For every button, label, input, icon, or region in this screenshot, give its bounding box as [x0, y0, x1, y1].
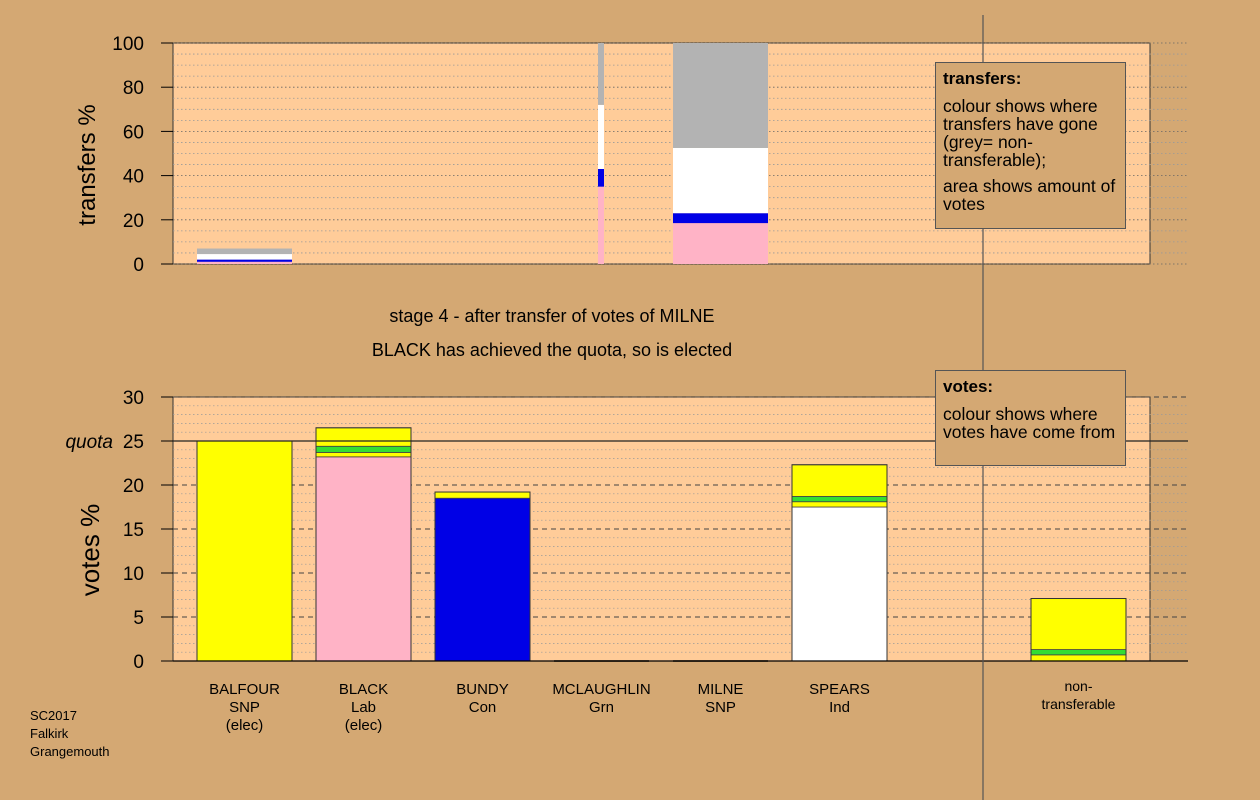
candidate-party: SNP: [229, 699, 260, 716]
transfers-legend-text: colour shows where transfers have gone (…: [943, 96, 1098, 170]
candidate-name: BALFOUR: [209, 681, 280, 698]
vote-bar-balfour: [196, 440, 293, 662]
elected-caption: BLACK has achieved the quota, so is elec…: [371, 340, 733, 360]
footer-ward: Grangemouth: [30, 744, 110, 759]
candidate-labels: BALFOURSNP(elec)BLACKLab(elec)BUNDYConMC…: [209, 678, 1116, 734]
candidate-name: non-: [1064, 678, 1092, 694]
candidate-party: SNP: [705, 699, 736, 716]
candidate-name: BLACK: [339, 681, 388, 698]
vote-bar-black: [315, 456, 412, 662]
transfer-bar-milne: [673, 213, 768, 224]
vote-bar-nontransferable: [1030, 654, 1127, 662]
transfers-legend: transfers: colour shows where transfers …: [935, 62, 1126, 229]
candidate-name: BUNDY: [456, 681, 509, 698]
top-y-tick-label: 20: [123, 211, 144, 232]
footer-election: SC2017: [30, 708, 77, 723]
top-y-tick-label: 100: [112, 34, 144, 55]
stage-caption: stage 4 - after transfer of votes of MIL…: [389, 306, 715, 326]
top-y-axis-label: transfers %: [74, 104, 101, 225]
votes-legend-text: colour shows where votes have come from: [943, 404, 1116, 442]
top-chart-axis: 0 20 40 60 80 100: [112, 34, 173, 276]
votes-legend: votes: colour shows where votes have com…: [935, 370, 1126, 466]
top-y-tick-label: 40: [123, 167, 144, 188]
footer: SC2017 Falkirk Grangemouth: [30, 707, 110, 761]
bottom-chart-bars: [196, 427, 1127, 662]
transfer-bar-mclaughlin: [598, 168, 604, 187]
vote-bar-black: [315, 445, 412, 453]
vote-bar-nontransferable: [1030, 598, 1127, 650]
transfer-bar-mclaughlin: [598, 43, 604, 105]
candidate-status: (elec): [345, 717, 383, 734]
top-y-tick-label: 80: [123, 78, 144, 99]
bottom-y-tick-label: 25: [123, 432, 144, 453]
vote-bar-spears: [791, 506, 888, 662]
vote-bar-bundy: [434, 497, 531, 662]
transfer-bar-milne: [673, 147, 768, 214]
candidate-party: Grn: [589, 699, 614, 716]
bottom-y-tick-label: 20: [123, 476, 144, 497]
candidate-party: Ind: [829, 699, 850, 716]
transfer-bar-balfour: [197, 259, 292, 262]
vote-bar-spears: [791, 464, 888, 497]
bottom-y-tick-label: 5: [133, 608, 144, 629]
candidate-name: MCLAUGHLIN: [552, 681, 650, 698]
bottom-y-tick-label: 30: [123, 388, 144, 409]
transfer-bar-balfour: [197, 254, 292, 260]
footer-council: Falkirk: [30, 726, 69, 741]
top-y-tick-label: 0: [133, 255, 144, 276]
top-y-tick-label: 60: [123, 122, 144, 143]
vote-bar-nontransferable: [1030, 649, 1127, 656]
transfers-legend-area-text: area shows amount of votes: [943, 176, 1116, 214]
vote-bar-black: [315, 452, 412, 458]
candidate-party: Con: [469, 699, 497, 716]
bottom-y-tick-label: 10: [123, 564, 144, 585]
transfers-legend-title: transfers:: [943, 69, 1022, 88]
votes-legend-title: votes:: [943, 377, 994, 396]
vote-bar-bundy: [434, 491, 531, 499]
transfer-bar-mclaughlin: [598, 186, 604, 264]
quota-label: quota: [65, 432, 113, 453]
bottom-y-tick-label: 15: [123, 520, 144, 541]
candidate-party: transferable: [1042, 696, 1116, 712]
transfer-bar-milne: [673, 43, 768, 148]
candidate-name: MILNE: [698, 681, 744, 698]
bottom-y-axis-label: votes %: [75, 504, 105, 597]
top-chart-bars: [197, 43, 768, 264]
transfer-bar-balfour: [197, 261, 292, 264]
candidate-status: (elec): [226, 717, 264, 734]
transfer-bar-mclaughlin: [598, 104, 604, 169]
vote-bar-black: [315, 427, 412, 447]
transfer-bar-balfour: [197, 248, 292, 255]
bottom-y-tick-label: 0: [133, 652, 144, 673]
transfer-bar-milne: [673, 223, 768, 264]
vote-bar-spears: [791, 496, 888, 503]
candidate-party: Lab: [351, 699, 376, 716]
vote-bar-spears: [791, 501, 888, 508]
candidate-name: SPEARS: [809, 681, 870, 698]
